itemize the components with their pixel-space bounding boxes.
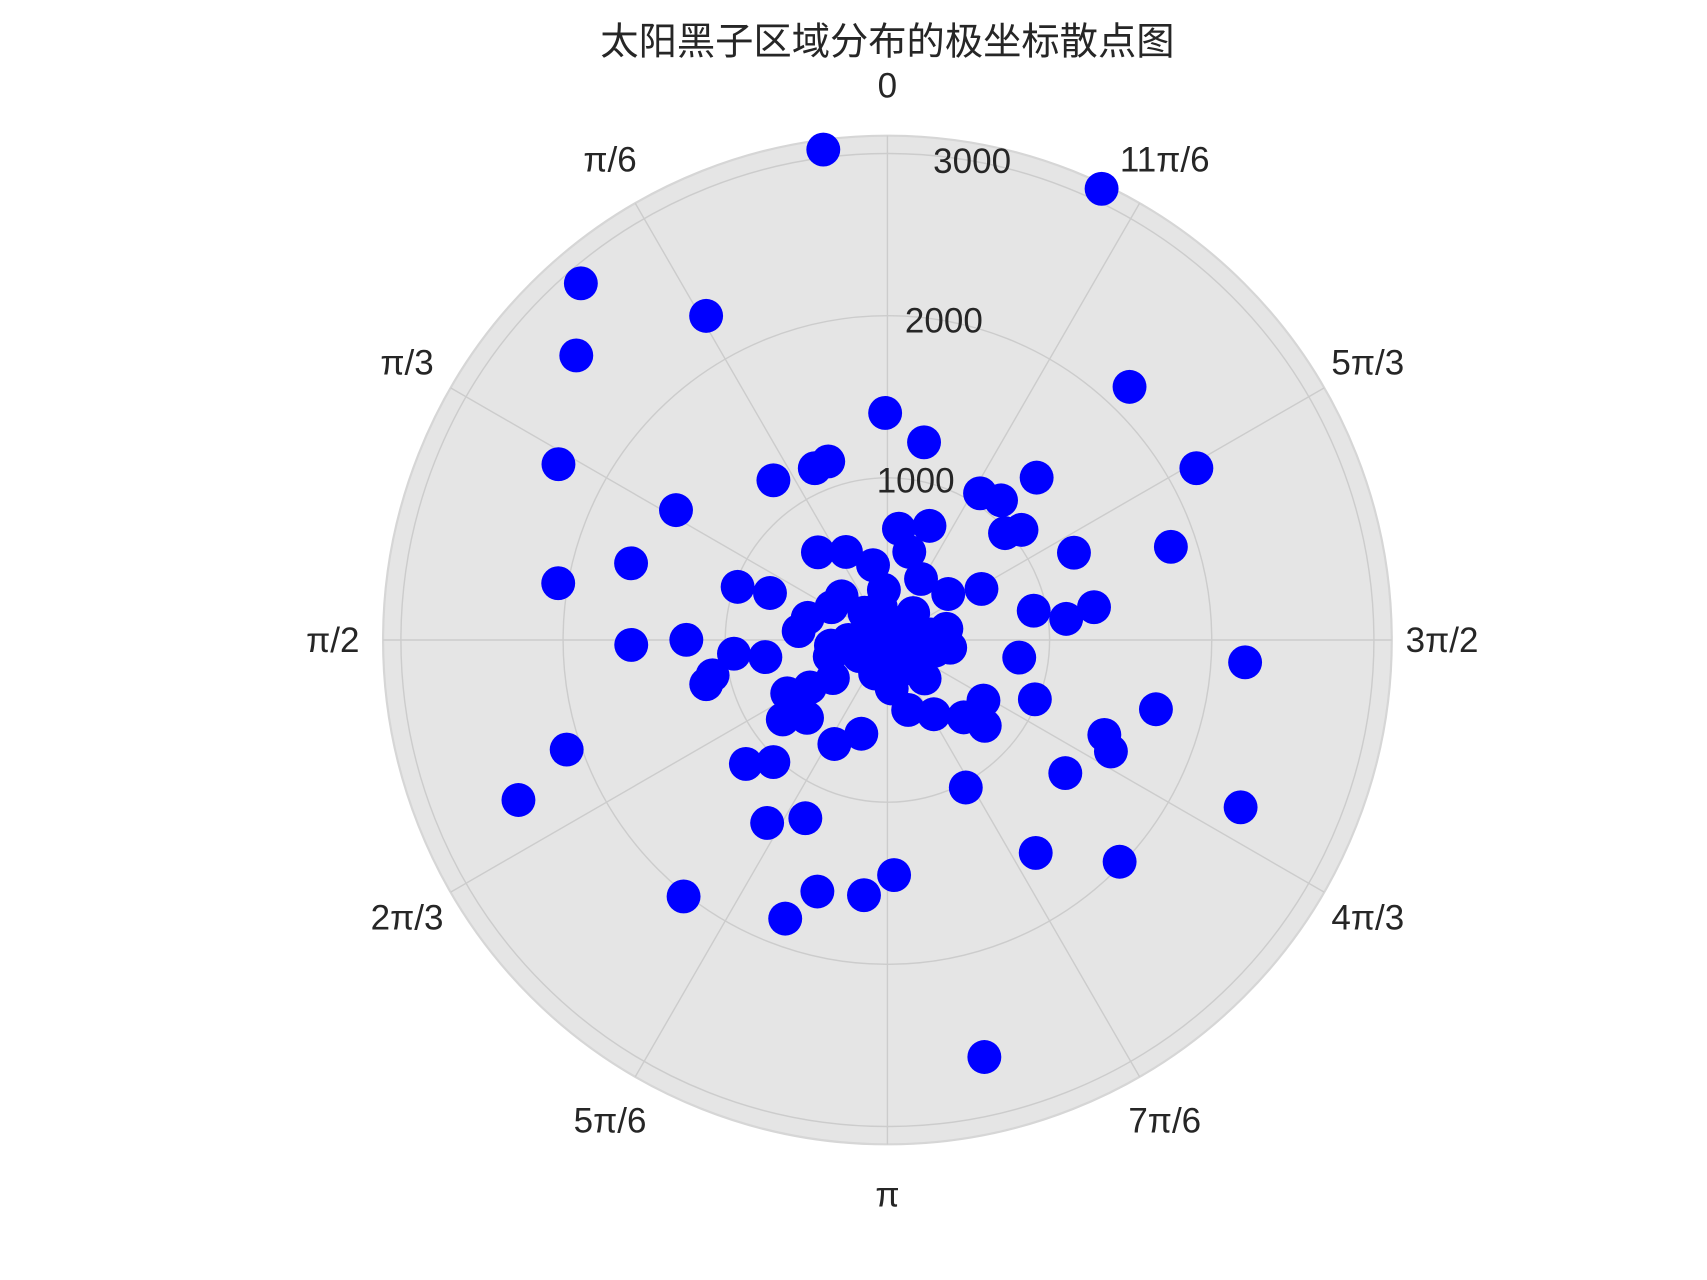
data-point bbox=[750, 805, 785, 840]
data-point bbox=[907, 425, 942, 460]
theta-tick-label: 2π/3 bbox=[371, 898, 444, 937]
data-point bbox=[817, 727, 852, 761]
data-point bbox=[984, 483, 1019, 518]
tick-labels: 0 π/6 π/3 π/2 2π/3 5π/6 π 7π/6 4π/3 3π/2 5π/3 11π/6… bbox=[306, 66, 1478, 1214]
theta-gridline bbox=[634, 639, 889, 1078]
data-point bbox=[614, 627, 649, 662]
data-point bbox=[1019, 460, 1054, 495]
data-point bbox=[806, 132, 841, 167]
data-point bbox=[1077, 590, 1111, 625]
theta-tick-label: 11π/6 bbox=[1120, 141, 1210, 180]
data-point bbox=[1048, 756, 1083, 791]
data-point bbox=[1017, 682, 1052, 717]
data-point bbox=[797, 451, 832, 486]
data-point bbox=[501, 783, 536, 817]
data-point bbox=[1004, 512, 1039, 547]
data-point bbox=[659, 493, 693, 528]
data-point bbox=[541, 566, 576, 601]
data-point bbox=[768, 901, 803, 936]
data-point bbox=[847, 878, 881, 913]
data-point bbox=[1223, 790, 1258, 825]
data-point bbox=[890, 628, 925, 663]
data-point bbox=[1084, 171, 1119, 206]
data-point bbox=[728, 746, 763, 781]
data-point bbox=[912, 508, 947, 543]
data-point bbox=[614, 546, 649, 581]
data-point bbox=[863, 589, 898, 624]
data-point bbox=[916, 697, 951, 732]
data-point bbox=[756, 745, 791, 779]
theta-tick-label: π bbox=[875, 1176, 899, 1215]
data-points bbox=[501, 132, 1263, 1074]
data-point bbox=[1112, 369, 1147, 404]
data-point bbox=[666, 879, 701, 914]
data-point bbox=[844, 716, 879, 751]
data-point bbox=[800, 874, 835, 909]
r-tick-label: 3000 bbox=[933, 142, 1011, 181]
data-point bbox=[800, 535, 835, 570]
data-point bbox=[790, 700, 824, 735]
data-point bbox=[781, 614, 816, 648]
data-point bbox=[748, 640, 783, 675]
data-point bbox=[1228, 645, 1263, 680]
chart-title: 太阳黑子区域分布的极坐标散点图 bbox=[600, 20, 1174, 65]
theta-tick-label: π/3 bbox=[380, 344, 433, 383]
data-point bbox=[1002, 640, 1037, 675]
data-point bbox=[1018, 835, 1053, 870]
data-point bbox=[967, 708, 1002, 743]
data-point bbox=[788, 801, 823, 836]
theta-tick-label: 7π/6 bbox=[1128, 1101, 1201, 1140]
data-point bbox=[929, 611, 964, 646]
data-point bbox=[559, 338, 594, 373]
data-point bbox=[813, 628, 848, 663]
data-point bbox=[1138, 692, 1173, 727]
data-point bbox=[1153, 529, 1188, 564]
theta-tick-label: 5π/6 bbox=[574, 1101, 647, 1140]
theta-tick-label: 0 bbox=[878, 66, 897, 105]
data-point bbox=[1057, 535, 1091, 570]
data-point bbox=[720, 569, 755, 604]
data-point bbox=[815, 661, 850, 696]
data-point bbox=[689, 667, 724, 702]
data-point bbox=[563, 266, 598, 301]
data-point bbox=[756, 463, 791, 498]
theta-tick-label: π/2 bbox=[306, 621, 359, 660]
theta-tick-label: 3π/2 bbox=[1406, 621, 1479, 660]
data-point bbox=[907, 661, 942, 696]
r-tick-label: 1000 bbox=[877, 461, 955, 500]
data-point bbox=[1093, 734, 1128, 769]
data-point bbox=[948, 770, 983, 805]
data-point bbox=[931, 577, 966, 611]
theta-tick-label: 4π/3 bbox=[1331, 898, 1404, 937]
data-point bbox=[1016, 593, 1051, 628]
theta-tick-label: π/6 bbox=[583, 141, 636, 180]
data-point bbox=[1049, 601, 1084, 636]
data-point bbox=[541, 447, 576, 482]
data-point bbox=[896, 596, 931, 631]
data-point bbox=[689, 298, 724, 333]
data-point bbox=[717, 636, 751, 671]
data-point bbox=[868, 396, 903, 430]
data-point bbox=[1179, 451, 1214, 486]
data-point bbox=[967, 1040, 1002, 1074]
data-point bbox=[669, 622, 704, 657]
data-point bbox=[753, 576, 787, 610]
data-point bbox=[874, 671, 909, 706]
theta-tick-label: 5π/3 bbox=[1331, 344, 1404, 383]
data-point bbox=[549, 732, 584, 767]
data-point bbox=[964, 571, 999, 606]
data-point bbox=[877, 858, 912, 893]
r-tick-label: 2000 bbox=[905, 302, 983, 341]
data-point bbox=[829, 535, 863, 569]
data-point bbox=[904, 561, 938, 596]
data-point bbox=[765, 702, 800, 737]
data-point bbox=[1102, 844, 1137, 879]
data-point bbox=[892, 534, 927, 569]
